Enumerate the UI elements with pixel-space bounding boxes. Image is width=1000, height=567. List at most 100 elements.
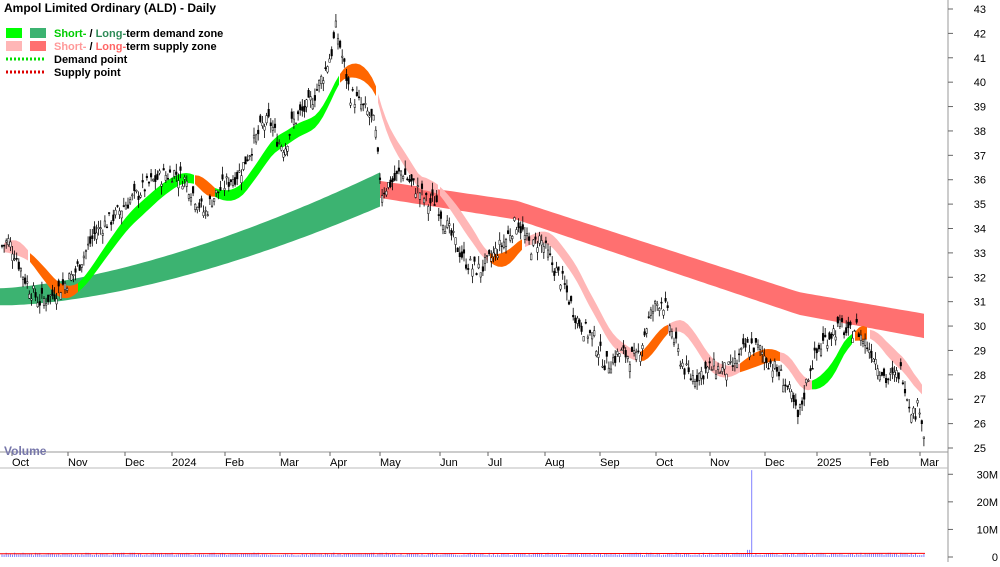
- volume-label: Volume: [4, 444, 47, 458]
- candle-body: [824, 335, 826, 337]
- candle-body: [770, 361, 772, 364]
- candle-body: [476, 273, 478, 274]
- candle-body: [457, 248, 459, 252]
- candle-body: [33, 286, 35, 289]
- candle-body: [312, 105, 314, 109]
- candle-body: [341, 56, 343, 57]
- candle-body: [759, 346, 761, 350]
- candle-body: [869, 350, 871, 353]
- candle-body: [310, 97, 312, 100]
- candle-body: [283, 152, 285, 157]
- candle-body: [543, 246, 545, 252]
- y-tick-label: 26: [974, 419, 986, 431]
- candle-body: [358, 97, 360, 98]
- candle-body: [900, 362, 902, 366]
- candle-body: [188, 195, 190, 199]
- candle-body: [530, 254, 532, 260]
- candle-body: [333, 32, 335, 37]
- candle-body: [713, 359, 715, 366]
- candle-body: [564, 283, 566, 284]
- candle-body: [8, 239, 10, 245]
- candle-body: [509, 236, 511, 241]
- candle-body: [26, 282, 28, 283]
- candle-body: [512, 236, 514, 238]
- candle-body: [896, 370, 898, 377]
- y-tick-label: 29: [974, 345, 986, 357]
- candle-body: [644, 332, 646, 335]
- candle-body: [163, 168, 165, 170]
- candle-body: [654, 301, 656, 303]
- candle-body: [648, 317, 650, 318]
- candle-body: [629, 365, 631, 372]
- candle-body: [768, 368, 770, 369]
- candle-body: [566, 286, 568, 292]
- candle-body: [272, 127, 274, 130]
- candle-body: [617, 351, 619, 354]
- candle-body: [797, 410, 799, 416]
- candle-body: [610, 369, 612, 373]
- candle-body: [814, 348, 816, 350]
- candle-body: [757, 345, 759, 347]
- candle-body: [356, 92, 358, 95]
- candle-body: [337, 38, 339, 44]
- candle-body: [820, 349, 822, 355]
- candle-body: [306, 100, 308, 107]
- candle-body: [428, 207, 430, 214]
- candle-body: [371, 109, 373, 115]
- candle-body: [146, 176, 148, 178]
- candle-body: [220, 187, 222, 190]
- candle-body: [285, 149, 287, 155]
- candle-body: [119, 211, 121, 215]
- candle-body: [703, 376, 705, 379]
- candle-body: [539, 236, 541, 243]
- candle-body: [180, 167, 182, 171]
- candle-body: [749, 352, 751, 357]
- candle-body: [129, 200, 131, 203]
- candle-body: [453, 231, 455, 232]
- candle-body: [327, 67, 329, 73]
- candle-body: [417, 186, 419, 187]
- candle-body: [638, 351, 640, 352]
- x-tick-label: Mar: [920, 457, 939, 469]
- candle-body: [707, 367, 709, 373]
- candle-body: [921, 421, 923, 424]
- candle-body: [255, 135, 257, 142]
- volume-tick-label: 30M: [977, 469, 998, 481]
- candle-body: [917, 400, 919, 403]
- candle-body: [587, 337, 589, 338]
- candle-body: [29, 294, 31, 298]
- candle-body: [171, 182, 173, 183]
- candle-body: [684, 369, 686, 375]
- candle-body: [224, 188, 226, 190]
- candle-body: [230, 180, 232, 182]
- candle-body: [194, 204, 196, 209]
- candle-body: [669, 326, 671, 332]
- candle-body: [138, 196, 140, 199]
- candle-body: [533, 240, 535, 245]
- candle-body: [554, 271, 556, 275]
- candle-body: [600, 342, 602, 346]
- y-tick-label: 36: [974, 175, 986, 187]
- candle-body: [430, 198, 432, 203]
- candle-body: [505, 239, 507, 246]
- candle-body: [514, 218, 516, 221]
- candle-body: [83, 256, 85, 258]
- candle-body: [661, 302, 663, 303]
- candle-body: [50, 295, 52, 296]
- candle-body: [232, 180, 234, 186]
- candle-body: [394, 173, 396, 180]
- candle-body: [81, 264, 83, 267]
- candle-body: [413, 179, 415, 180]
- candle-body: [480, 273, 482, 277]
- candle-body: [520, 226, 522, 232]
- candle-body: [31, 299, 33, 300]
- candle-body: [43, 299, 45, 306]
- candle-body: [56, 299, 58, 304]
- candle-body: [110, 222, 112, 224]
- candle-body: [182, 186, 184, 189]
- candle-body: [451, 230, 453, 235]
- candle-body: [486, 255, 488, 256]
- candle-body: [383, 193, 385, 194]
